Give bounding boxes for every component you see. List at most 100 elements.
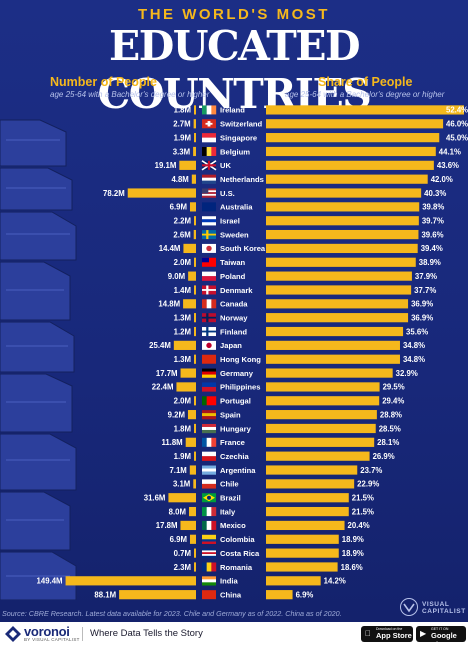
left-value-label: 22.4M (152, 383, 174, 392)
left-bar (194, 105, 196, 115)
left-value-label: 25.4M (149, 341, 171, 350)
app-store-button[interactable]:  Download on the App Store (361, 626, 413, 642)
left-bar (194, 326, 196, 337)
source-note: Source: CBRE Research. Latest data avail… (2, 609, 342, 618)
left-value-label: 3.3M (173, 147, 190, 156)
right-bar (266, 410, 377, 420)
us-flag-icon (202, 188, 216, 198)
right-bar (266, 243, 418, 254)
right-value-label: 39.4% (421, 244, 443, 253)
right-bar (266, 382, 380, 392)
country-label: Italy (220, 507, 236, 516)
visual-capitalist-icon (400, 598, 418, 616)
finland-flag-icon-cross-h (202, 330, 216, 333)
right-value-label: 28.5% (379, 424, 401, 433)
canada-flag-icon (202, 299, 217, 309)
argentina-flag-icon (202, 465, 216, 475)
left-bar (191, 174, 196, 184)
right-bar (266, 437, 375, 447)
right-bar (266, 105, 464, 115)
left-value-label: 7.1M (169, 466, 186, 475)
left-column-subtitle: age 25-64 with a Bachelor's degree or hi… (50, 90, 210, 99)
voronoi-icon (5, 626, 21, 642)
left-value-label: 8.0M (169, 507, 186, 516)
left-bar (194, 257, 196, 267)
chart: 1.8M Ireland 52.4% 2.7M Switzerland 46.0% 1.9M… (37, 105, 468, 600)
right-bar (266, 271, 412, 281)
left-value-label: 0.7M (174, 549, 191, 558)
left-value-label: 2.7M (173, 120, 190, 129)
vc-logo-text-2: CAPITALIST (422, 608, 466, 615)
left-value-label: 11.8M (161, 438, 182, 447)
right-value-label: 36.9% (411, 300, 433, 309)
left-bar (194, 423, 196, 434)
left-bar (185, 437, 196, 447)
country-label: Hungary (220, 424, 252, 433)
left-bar (194, 396, 196, 406)
japan-flag-icon-circle (206, 342, 212, 349)
left-value-label: 2.6M (173, 230, 190, 239)
us-flag-icon-canton (202, 188, 209, 194)
left-value-label: 1.3M (174, 313, 191, 322)
google-play-button[interactable]: ▶ GET IT ON Google Play (416, 626, 466, 646)
right-value-label: 39.6% (421, 230, 443, 239)
google-play-small-text: GET IT ON (431, 627, 449, 631)
country-label: Poland (220, 272, 246, 281)
right-value-label: 26.9% (373, 452, 395, 461)
left-bar (189, 506, 196, 517)
right-value-label: 14.2% (324, 577, 346, 586)
left-bar (193, 562, 196, 572)
brazil-flag-icon-circle (207, 495, 211, 500)
left-bar (189, 202, 196, 212)
country-label: Spain (220, 410, 241, 419)
left-value-label: 88.1M (94, 590, 116, 599)
portugal-flag-icon (202, 396, 217, 406)
left-value-label: 149.4M (37, 577, 63, 586)
country-label: Colombia (220, 535, 255, 544)
left-bar (127, 188, 196, 198)
right-value-label: 28.8% (380, 410, 402, 419)
country-label: France (220, 438, 245, 447)
title-top: THE WORLD'S MOST (138, 6, 330, 23)
country-label: Mexico (220, 521, 246, 530)
right-bar (266, 534, 339, 544)
left-bar (183, 299, 196, 309)
country-label: Taiwan (220, 258, 246, 267)
books-illustration (0, 119, 77, 600)
left-value-label: 1.2M (174, 327, 191, 336)
right-value-label: 43.6% (437, 161, 459, 170)
right-bar (266, 590, 293, 600)
country-label: Philippines (220, 383, 261, 392)
left-value-label: 3.1M (173, 480, 190, 489)
country-label: Norway (220, 313, 248, 322)
country-label: Chile (220, 480, 239, 489)
left-bar (180, 368, 196, 378)
right-bar (266, 479, 355, 489)
right-value-label: 29.4% (382, 397, 404, 406)
left-value-label: 1.8M (174, 106, 191, 115)
right-value-label: 34.8% (403, 341, 425, 350)
right-bar (266, 160, 434, 170)
taiwan-flag-icon-canton (202, 257, 209, 263)
voronoi-brand[interactable]: voronoi (24, 624, 70, 639)
right-value-label: 39.7% (422, 217, 444, 226)
left-bar (189, 465, 196, 475)
country-label: Argentina (220, 466, 256, 475)
right-bar (266, 285, 412, 295)
right-value-label: 18.9% (342, 535, 364, 544)
right-value-label: 20.4% (348, 521, 370, 530)
left-value-label: 17.8M (156, 521, 178, 530)
left-value-label: 6.9M (170, 535, 187, 544)
country-label: Switzerland (220, 120, 263, 129)
right-value-label: 44.1% (439, 147, 461, 156)
left-bar (194, 354, 196, 364)
left-bar (183, 243, 196, 254)
left-bar (180, 520, 196, 531)
right-value-label: 38.9% (419, 258, 441, 267)
hong-kong-flag-icon (202, 354, 216, 364)
germany-flag-icon (202, 368, 216, 378)
footer-divider (82, 627, 83, 641)
italy-flag-icon (202, 507, 217, 517)
visual-capitalist-logo: VISUAL CAPITALIST (400, 598, 466, 620)
left-value-label: 4.8M (171, 175, 188, 184)
